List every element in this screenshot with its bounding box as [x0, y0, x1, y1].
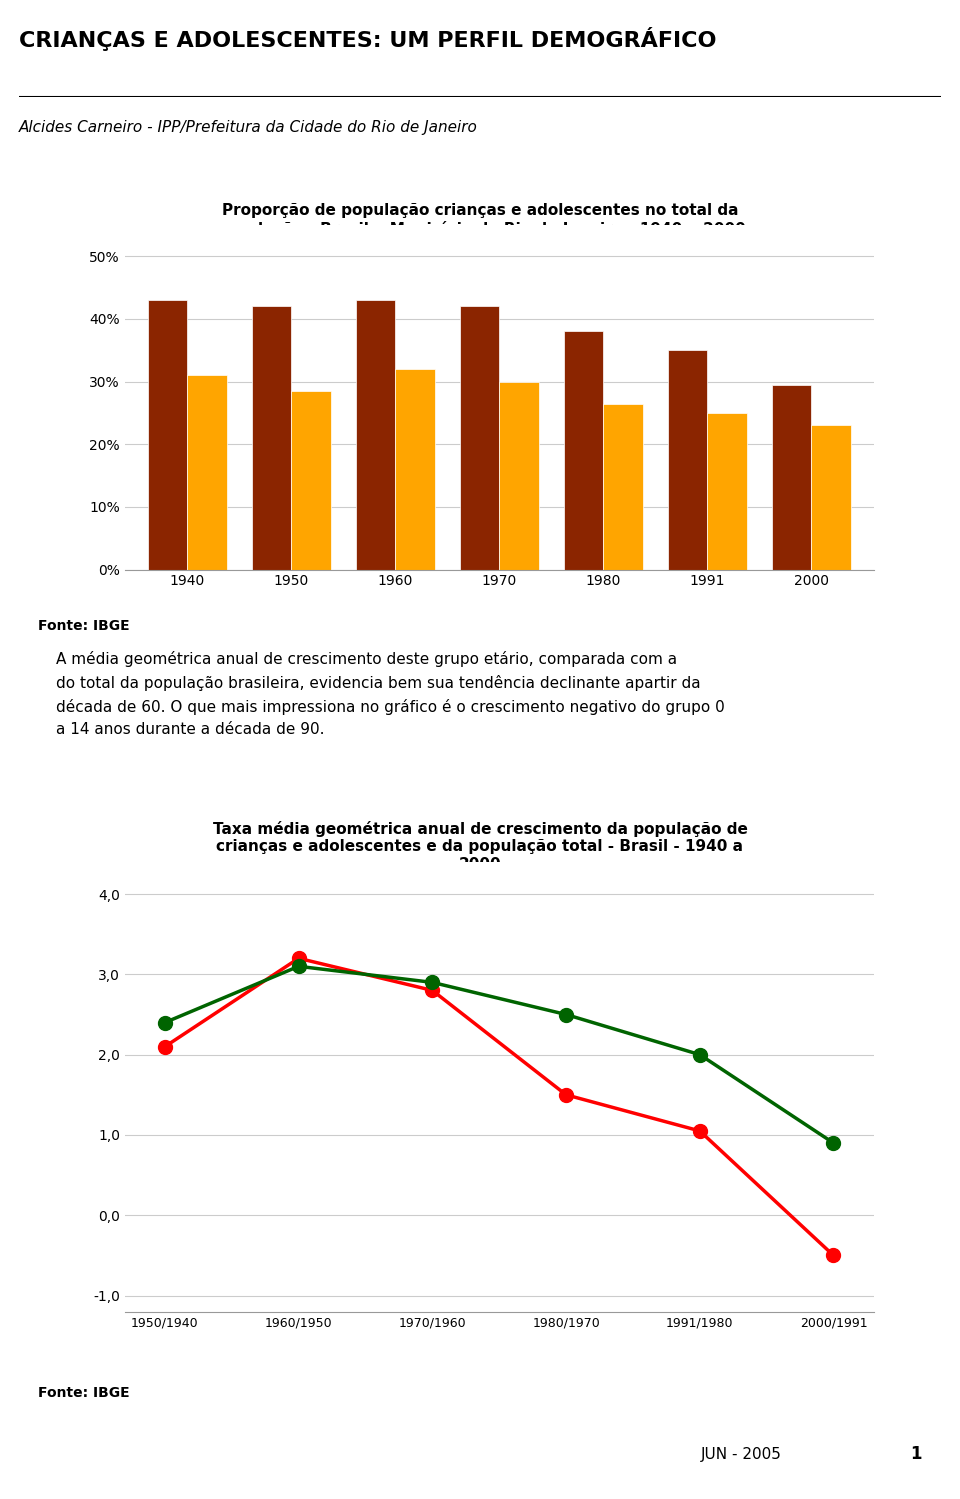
- Bar: [187, 375, 227, 570]
- Bar: [396, 369, 435, 570]
- Bar: [811, 426, 851, 570]
- Text: 0 a 14: 0 a 14: [718, 875, 762, 889]
- Bar: [252, 306, 291, 570]
- Bar: [499, 382, 539, 570]
- Text: Taxa média geométrica anual de crescimento da população de
crianças e adolescent: Taxa média geométrica anual de crescimen…: [212, 821, 748, 871]
- Text: Fonte: IBGE: Fonte: IBGE: [38, 619, 130, 633]
- Bar: [291, 391, 330, 570]
- Bar: [460, 306, 499, 570]
- Text: CRIANÇAS E ADOLESCENTES: UM PERFIL DEMOGRÁFICO: CRIANÇAS E ADOLESCENTES: UM PERFIL DEMOG…: [19, 27, 717, 51]
- Bar: [564, 331, 603, 570]
- Bar: [355, 300, 396, 570]
- Bar: [772, 385, 811, 570]
- Text: Alcides Carneiro - IPP/Prefeitura da Cidade do Rio de Janeiro: Alcides Carneiro - IPP/Prefeitura da Cid…: [19, 120, 478, 135]
- Text: A média geométrica anual de crescimento deste grupo etário, comparada com a
do t: A média geométrica anual de crescimento …: [56, 652, 725, 738]
- Bar: [667, 351, 708, 570]
- Bar: [708, 412, 747, 570]
- Bar: [603, 403, 643, 570]
- Text: Proporção de população crianças e adolescentes no total da
população - Brasil e : Proporção de população crianças e adoles…: [215, 204, 745, 237]
- Text: 1: 1: [910, 1445, 922, 1463]
- Text: JUN - 2005: JUN - 2005: [701, 1447, 781, 1462]
- Text: Fonte: IBGE: Fonte: IBGE: [38, 1387, 130, 1400]
- Text: Total: Total: [718, 916, 751, 929]
- Bar: [148, 300, 187, 570]
